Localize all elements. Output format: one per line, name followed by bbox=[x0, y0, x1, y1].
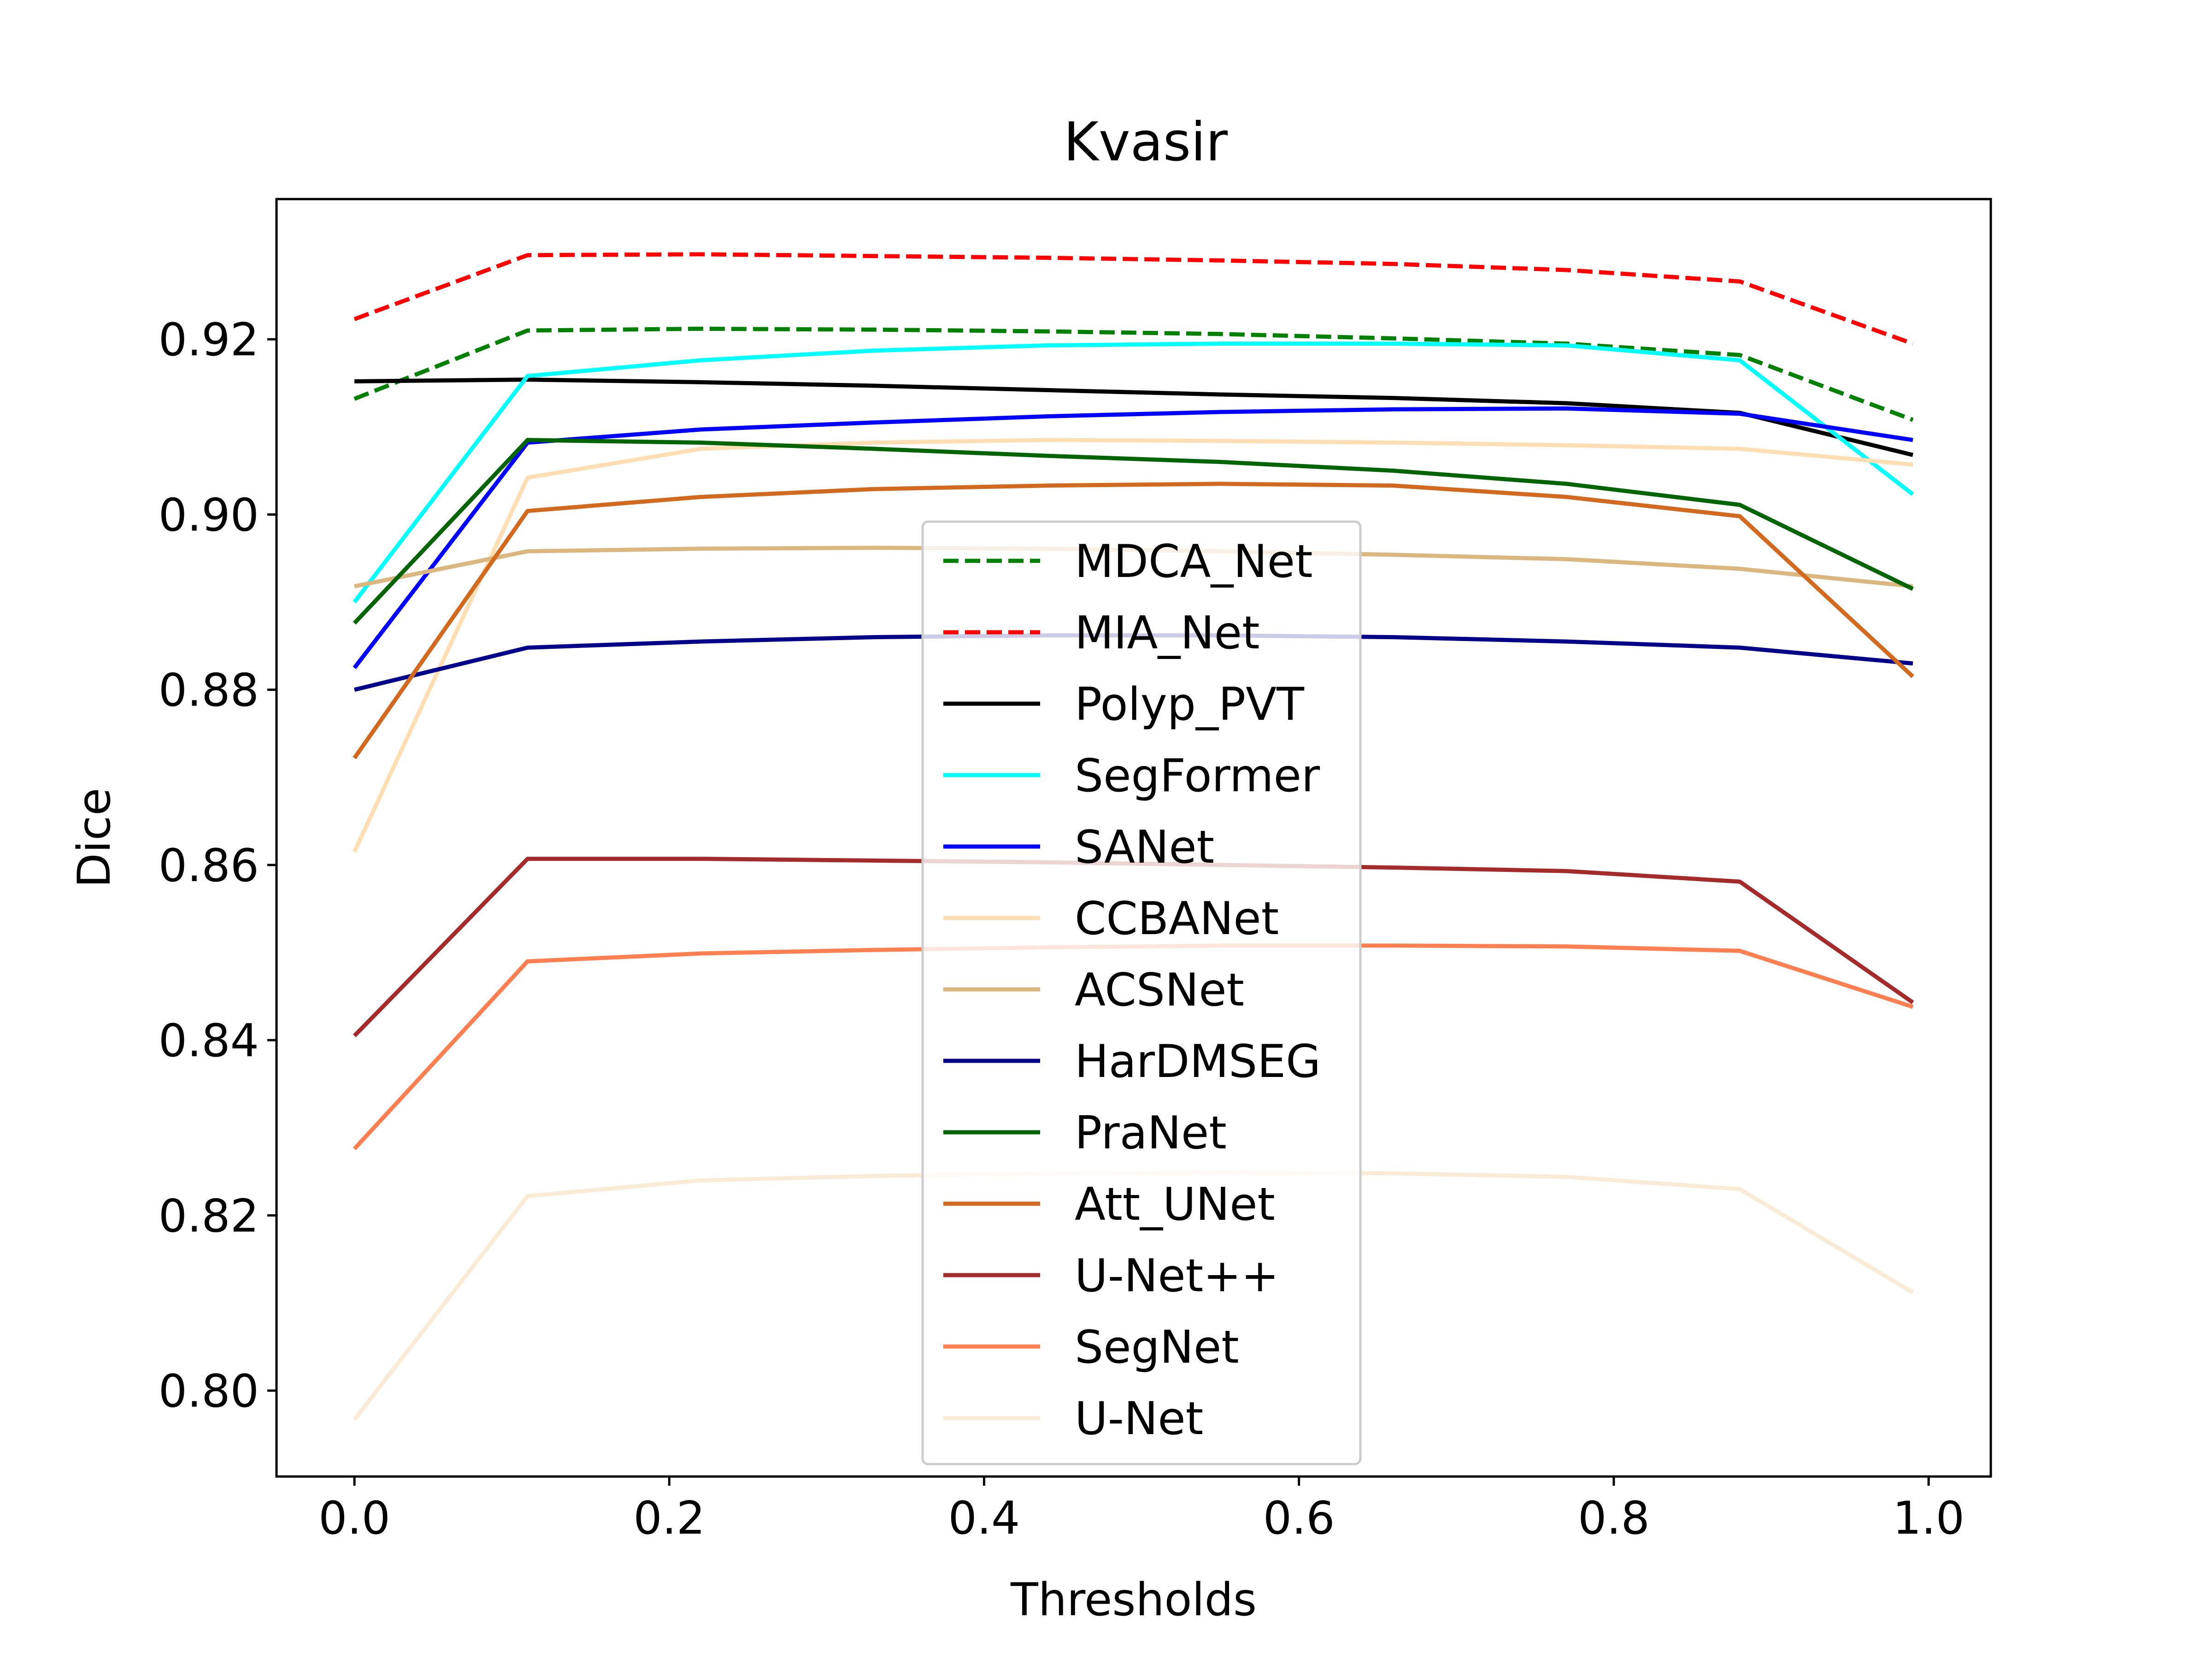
legend-label-ccbanet: CCBANet bbox=[1075, 893, 1279, 945]
legend-label-u-net: U-Net bbox=[1075, 1393, 1203, 1445]
legend-label-sanet: SANet bbox=[1075, 821, 1214, 874]
y-tick-label: 0.80 bbox=[159, 1365, 259, 1418]
legend-label-att-unet: Att_UNet bbox=[1075, 1178, 1275, 1231]
y-tick-label: 0.90 bbox=[159, 489, 259, 541]
series-line-mia-net bbox=[353, 252, 1914, 346]
plot-frame bbox=[275, 198, 1992, 1478]
legend-label-hardmseg: HarDMSEG bbox=[1075, 1035, 1321, 1088]
x-tick-label: 0.2 bbox=[633, 1492, 705, 1545]
x-tick-label: 0.8 bbox=[1578, 1492, 1650, 1545]
series-line-polyp-pvt bbox=[354, 377, 1913, 457]
series-line-ccbanet bbox=[353, 438, 1913, 853]
legend-label-u-net-: U-Net++ bbox=[1075, 1250, 1279, 1302]
chart-title: Kvasir bbox=[1064, 111, 1228, 173]
legend-label-acsnet: ACSNet bbox=[1075, 964, 1244, 1017]
y-tick-label: 0.84 bbox=[159, 1015, 259, 1067]
x-tick-label: 0.4 bbox=[948, 1492, 1020, 1545]
y-axis-ticks: 0.80 0.82 0.84 0.86 0.88 0.90 0.92 bbox=[159, 314, 276, 1418]
y-tick-label: 0.82 bbox=[159, 1190, 259, 1242]
legend: MDCA_Net MIA_Net Polyp_PVT SegFormer SANet CC… bbox=[921, 520, 1362, 1465]
legend-label-segformer: SegFormer bbox=[1075, 750, 1320, 802]
legend-label-segnet: SegNet bbox=[1075, 1321, 1239, 1374]
y-axis-label: Dice bbox=[68, 788, 121, 888]
series-line-segformer bbox=[353, 341, 1914, 604]
legend-label-pranet: PraNet bbox=[1075, 1107, 1227, 1159]
y-tick-label: 0.92 bbox=[159, 314, 259, 366]
x-axis-label: Thresholds bbox=[1010, 1574, 1257, 1626]
series-line-mdca-net bbox=[353, 326, 1914, 422]
x-tick-label: 0.6 bbox=[1263, 1492, 1335, 1545]
series-line-sanet bbox=[353, 406, 1913, 669]
x-tick-label: 1.0 bbox=[1893, 1492, 1965, 1545]
legend-label-mia-net: MIA_Net bbox=[1075, 607, 1260, 659]
series-line-att-unet bbox=[353, 482, 1914, 759]
x-axis-ticks: 0.0 0.2 0.4 0.6 0.8 1.0 bbox=[318, 1477, 1965, 1545]
legend-box bbox=[921, 520, 1362, 1465]
legend-label-polyp-pvt: Polyp_PVT bbox=[1075, 678, 1305, 731]
x-tick-label: 0.0 bbox=[318, 1492, 390, 1545]
y-tick-label: 0.88 bbox=[159, 665, 259, 717]
legend-label-mdca-net: MDCA_Net bbox=[1075, 535, 1313, 588]
series-line-pranet bbox=[353, 438, 1914, 625]
y-tick-label: 0.86 bbox=[159, 840, 259, 892]
